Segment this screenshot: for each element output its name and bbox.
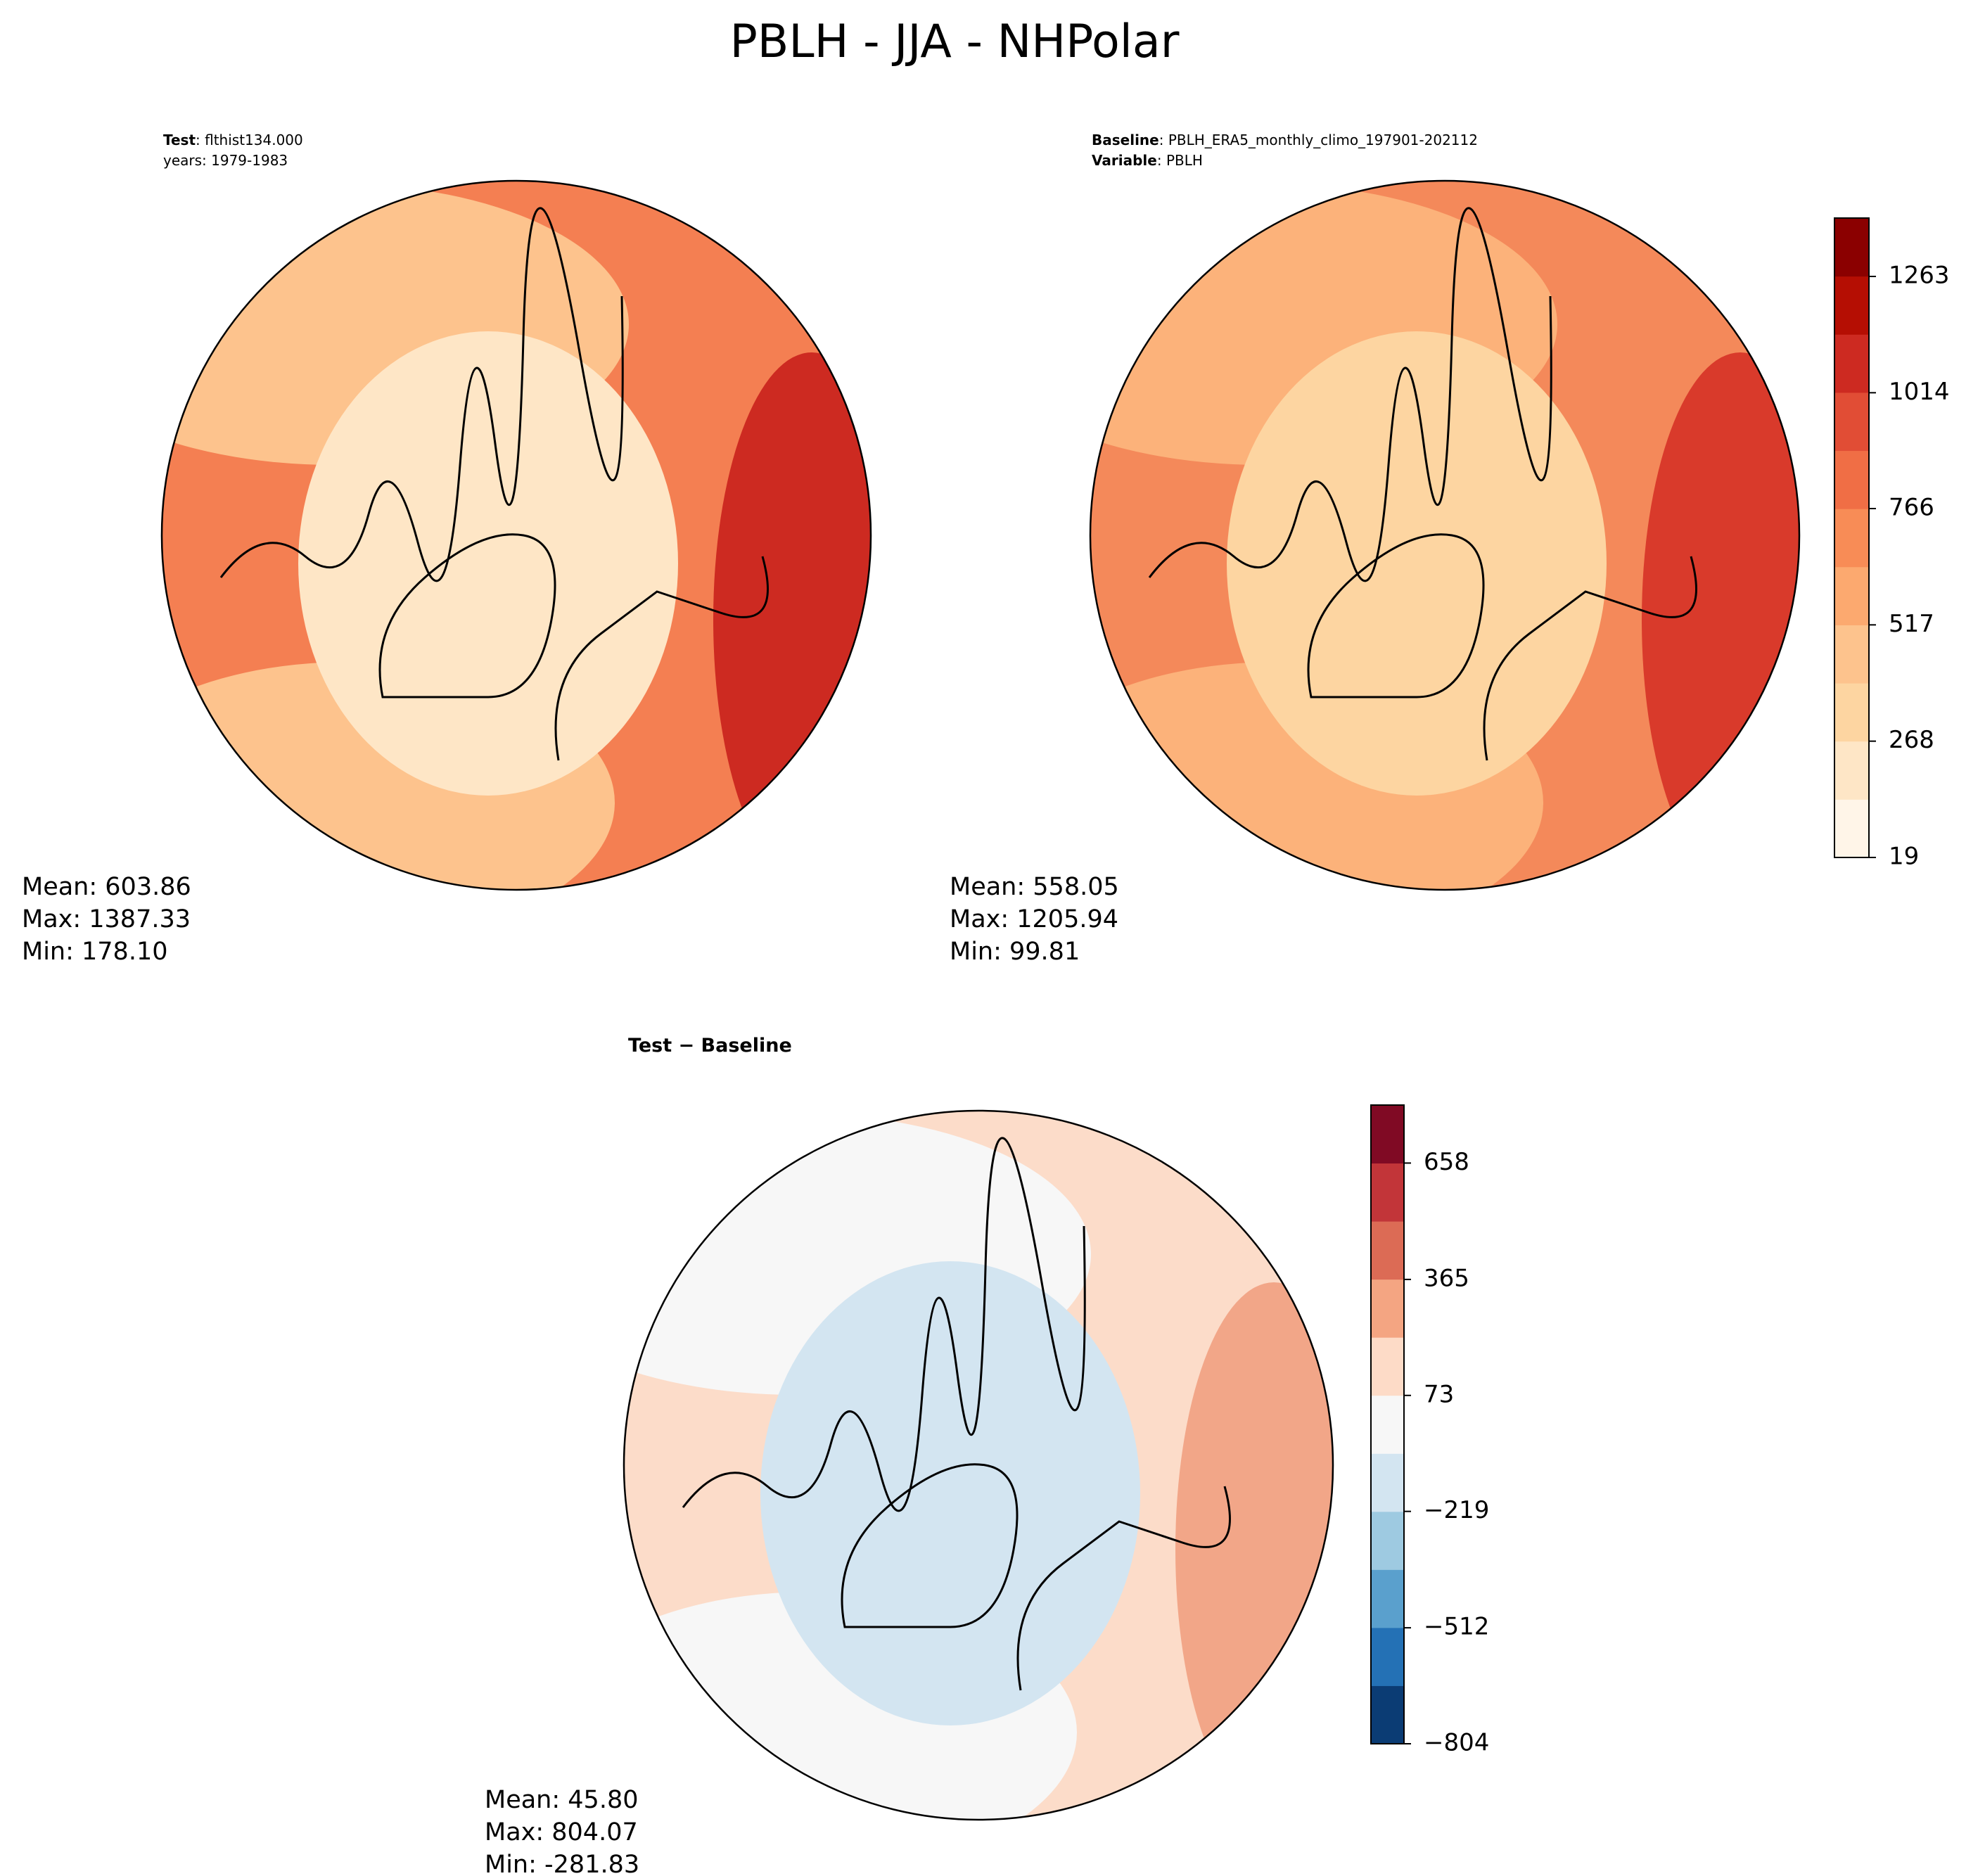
panel-label: years: 1979-1983 <box>163 152 288 169</box>
colorbar-band <box>1834 683 1869 742</box>
colorbar-band <box>1371 1453 1404 1512</box>
colorbar-band <box>1371 1569 1404 1628</box>
colorbar-tick-label: 73 <box>1424 1380 1454 1408</box>
colorbar-band <box>1371 1163 1404 1222</box>
colorbar-band <box>1834 509 1869 568</box>
map-region <box>1227 331 1607 796</box>
coastline <box>682 1137 1231 1691</box>
panel-label-part: years: 1979-1983 <box>163 152 288 169</box>
stat-label: Max: 804.07 <box>485 1818 638 1846</box>
coastline <box>219 207 769 761</box>
map-region <box>1175 1282 1333 1817</box>
colorbar-band <box>1371 1511 1404 1570</box>
colorbar-band <box>1834 392 1869 452</box>
panel-label-part: : flthist134.000 <box>196 132 303 148</box>
colorbar-tick-label: 19 <box>1889 843 1919 871</box>
panel-label-part: Test <box>163 132 196 148</box>
colorbar-band <box>1834 218 1869 277</box>
colorbar-band <box>1834 566 1869 625</box>
stat-label: Max: 1205.94 <box>950 905 1118 933</box>
panel-label-part: Test − Baseline <box>628 1035 792 1057</box>
colorbar-band <box>1371 1685 1404 1744</box>
stat-label: Min: 99.81 <box>950 938 1080 966</box>
map-region <box>1642 352 1799 887</box>
panel-label: Test: flthist134.000 <box>163 132 303 148</box>
colorbar-tick-label: 517 <box>1889 610 1934 638</box>
map-border <box>1089 179 1801 891</box>
stat-label: Min: -281.83 <box>485 1851 639 1876</box>
map <box>162 181 871 890</box>
panel-label-part: Variable <box>1092 152 1157 169</box>
map-region <box>298 331 678 796</box>
stat-label: Max: 1387.33 <box>22 905 191 933</box>
colorbar-band <box>1371 1279 1404 1338</box>
panel-label: Variable: PBLH <box>1092 152 1203 169</box>
map <box>624 1111 1333 1820</box>
map <box>1090 181 1799 890</box>
colorbar-tick-label: −512 <box>1424 1613 1489 1641</box>
colorbar-band <box>1371 1337 1404 1396</box>
colorbar-band <box>1834 799 1869 858</box>
panel-label-part: : PBLH_ERA5_monthly_climo_197901-202112 <box>1159 132 1478 148</box>
colorbar-tick-label: 1263 <box>1889 261 1950 289</box>
colorbar-tick-label: 1014 <box>1889 378 1950 406</box>
colorbar-band <box>1834 334 1869 393</box>
colorbar-band <box>1371 1395 1404 1454</box>
panel-label: Baseline: PBLH_ERA5_monthly_climo_197901… <box>1092 132 1478 148</box>
colorbar-band <box>1371 1221 1404 1280</box>
map-region <box>713 352 871 887</box>
colorbar-tick-label: 658 <box>1424 1148 1469 1176</box>
panel-label-part: : PBLH <box>1157 152 1203 169</box>
colorbar-tick-label: −219 <box>1424 1496 1489 1524</box>
colorbar-frame <box>1370 1104 1405 1744</box>
colorbar-band <box>1834 450 1869 509</box>
figure-title: PBLH - JJA - NHPolar <box>730 15 1180 68</box>
coastline <box>1148 207 1697 761</box>
colorbar-tick-label: 766 <box>1889 494 1934 522</box>
map-border <box>623 1109 1334 1821</box>
panel-label-part: Baseline <box>1092 132 1159 148</box>
colorbar-frame <box>1834 217 1870 858</box>
colorbar-band <box>1371 1105 1404 1164</box>
colorbar-band <box>1834 276 1869 335</box>
colorbar-band <box>1834 741 1869 800</box>
stat-label: Mean: 45.80 <box>485 1786 638 1814</box>
panel-label: Test − Baseline <box>628 1035 792 1057</box>
colorbar-tick-label: −804 <box>1424 1729 1489 1757</box>
map-border <box>160 179 872 891</box>
colorbar-band <box>1371 1627 1404 1686</box>
stat-label: Mean: 558.05 <box>950 873 1119 901</box>
stat-label: Mean: 603.86 <box>22 873 191 901</box>
stat-label: Min: 178.10 <box>22 938 168 966</box>
colorbar-tick-label: 268 <box>1889 726 1934 754</box>
map-region <box>760 1261 1140 1725</box>
colorbar-band <box>1834 625 1869 684</box>
colorbar-tick-label: 365 <box>1424 1264 1469 1292</box>
